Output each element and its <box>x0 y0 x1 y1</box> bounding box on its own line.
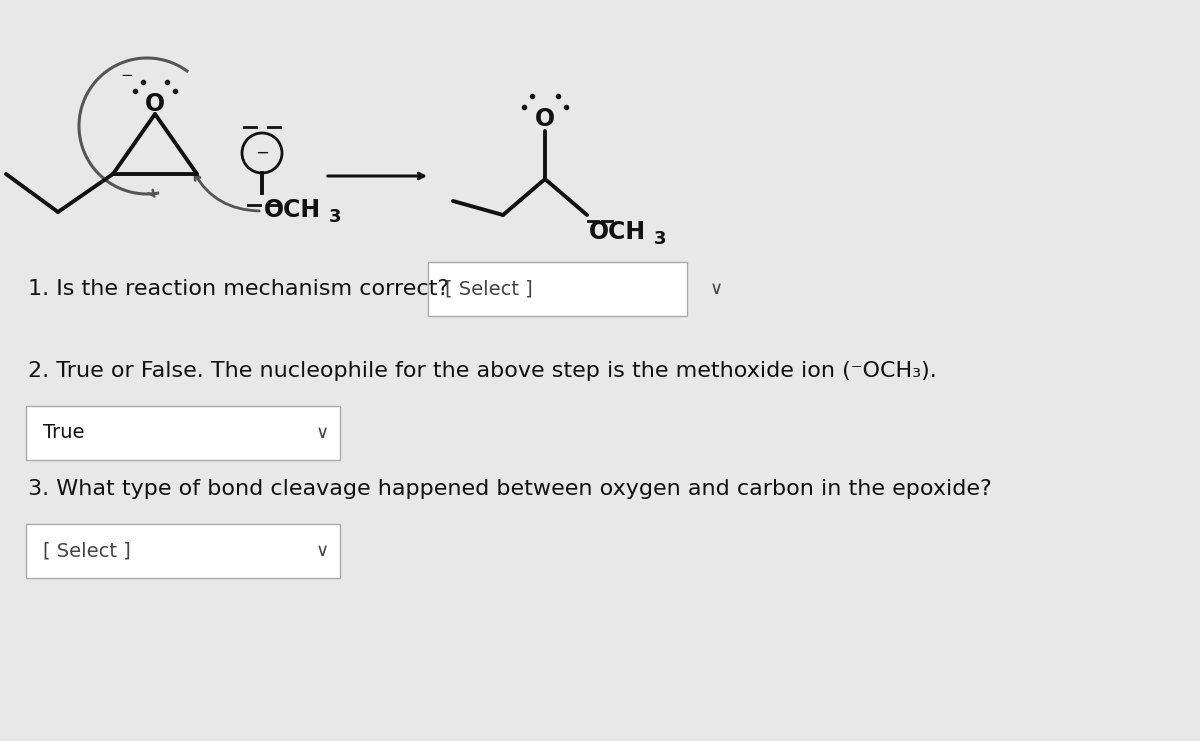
Text: True: True <box>43 424 84 442</box>
Text: [ Select ]: [ Select ] <box>445 279 533 299</box>
Text: 3: 3 <box>329 208 342 226</box>
Text: −: − <box>256 144 269 162</box>
Text: ∨: ∨ <box>710 280 724 298</box>
Text: O: O <box>145 92 166 116</box>
Text: ∨: ∨ <box>316 542 329 560</box>
FancyBboxPatch shape <box>26 524 340 578</box>
Text: 3: 3 <box>654 230 666 248</box>
FancyBboxPatch shape <box>428 262 686 316</box>
Text: O: O <box>535 107 556 131</box>
Text: 1. Is the reaction mechanism correct?: 1. Is the reaction mechanism correct? <box>28 279 449 299</box>
Text: ∨: ∨ <box>316 424 329 442</box>
Text: OCH: OCH <box>589 220 646 244</box>
Text: [ Select ]: [ Select ] <box>43 542 131 560</box>
Text: −: − <box>121 68 133 84</box>
Text: OCH: OCH <box>264 198 322 222</box>
Text: 2. True or False. The nucleophile for the above step is the methoxide ion (⁻OCH₃: 2. True or False. The nucleophile for th… <box>28 361 937 381</box>
Text: 3. What type of bond cleavage happened between oxygen and carbon in the epoxide?: 3. What type of bond cleavage happened b… <box>28 479 991 499</box>
FancyBboxPatch shape <box>26 406 340 460</box>
